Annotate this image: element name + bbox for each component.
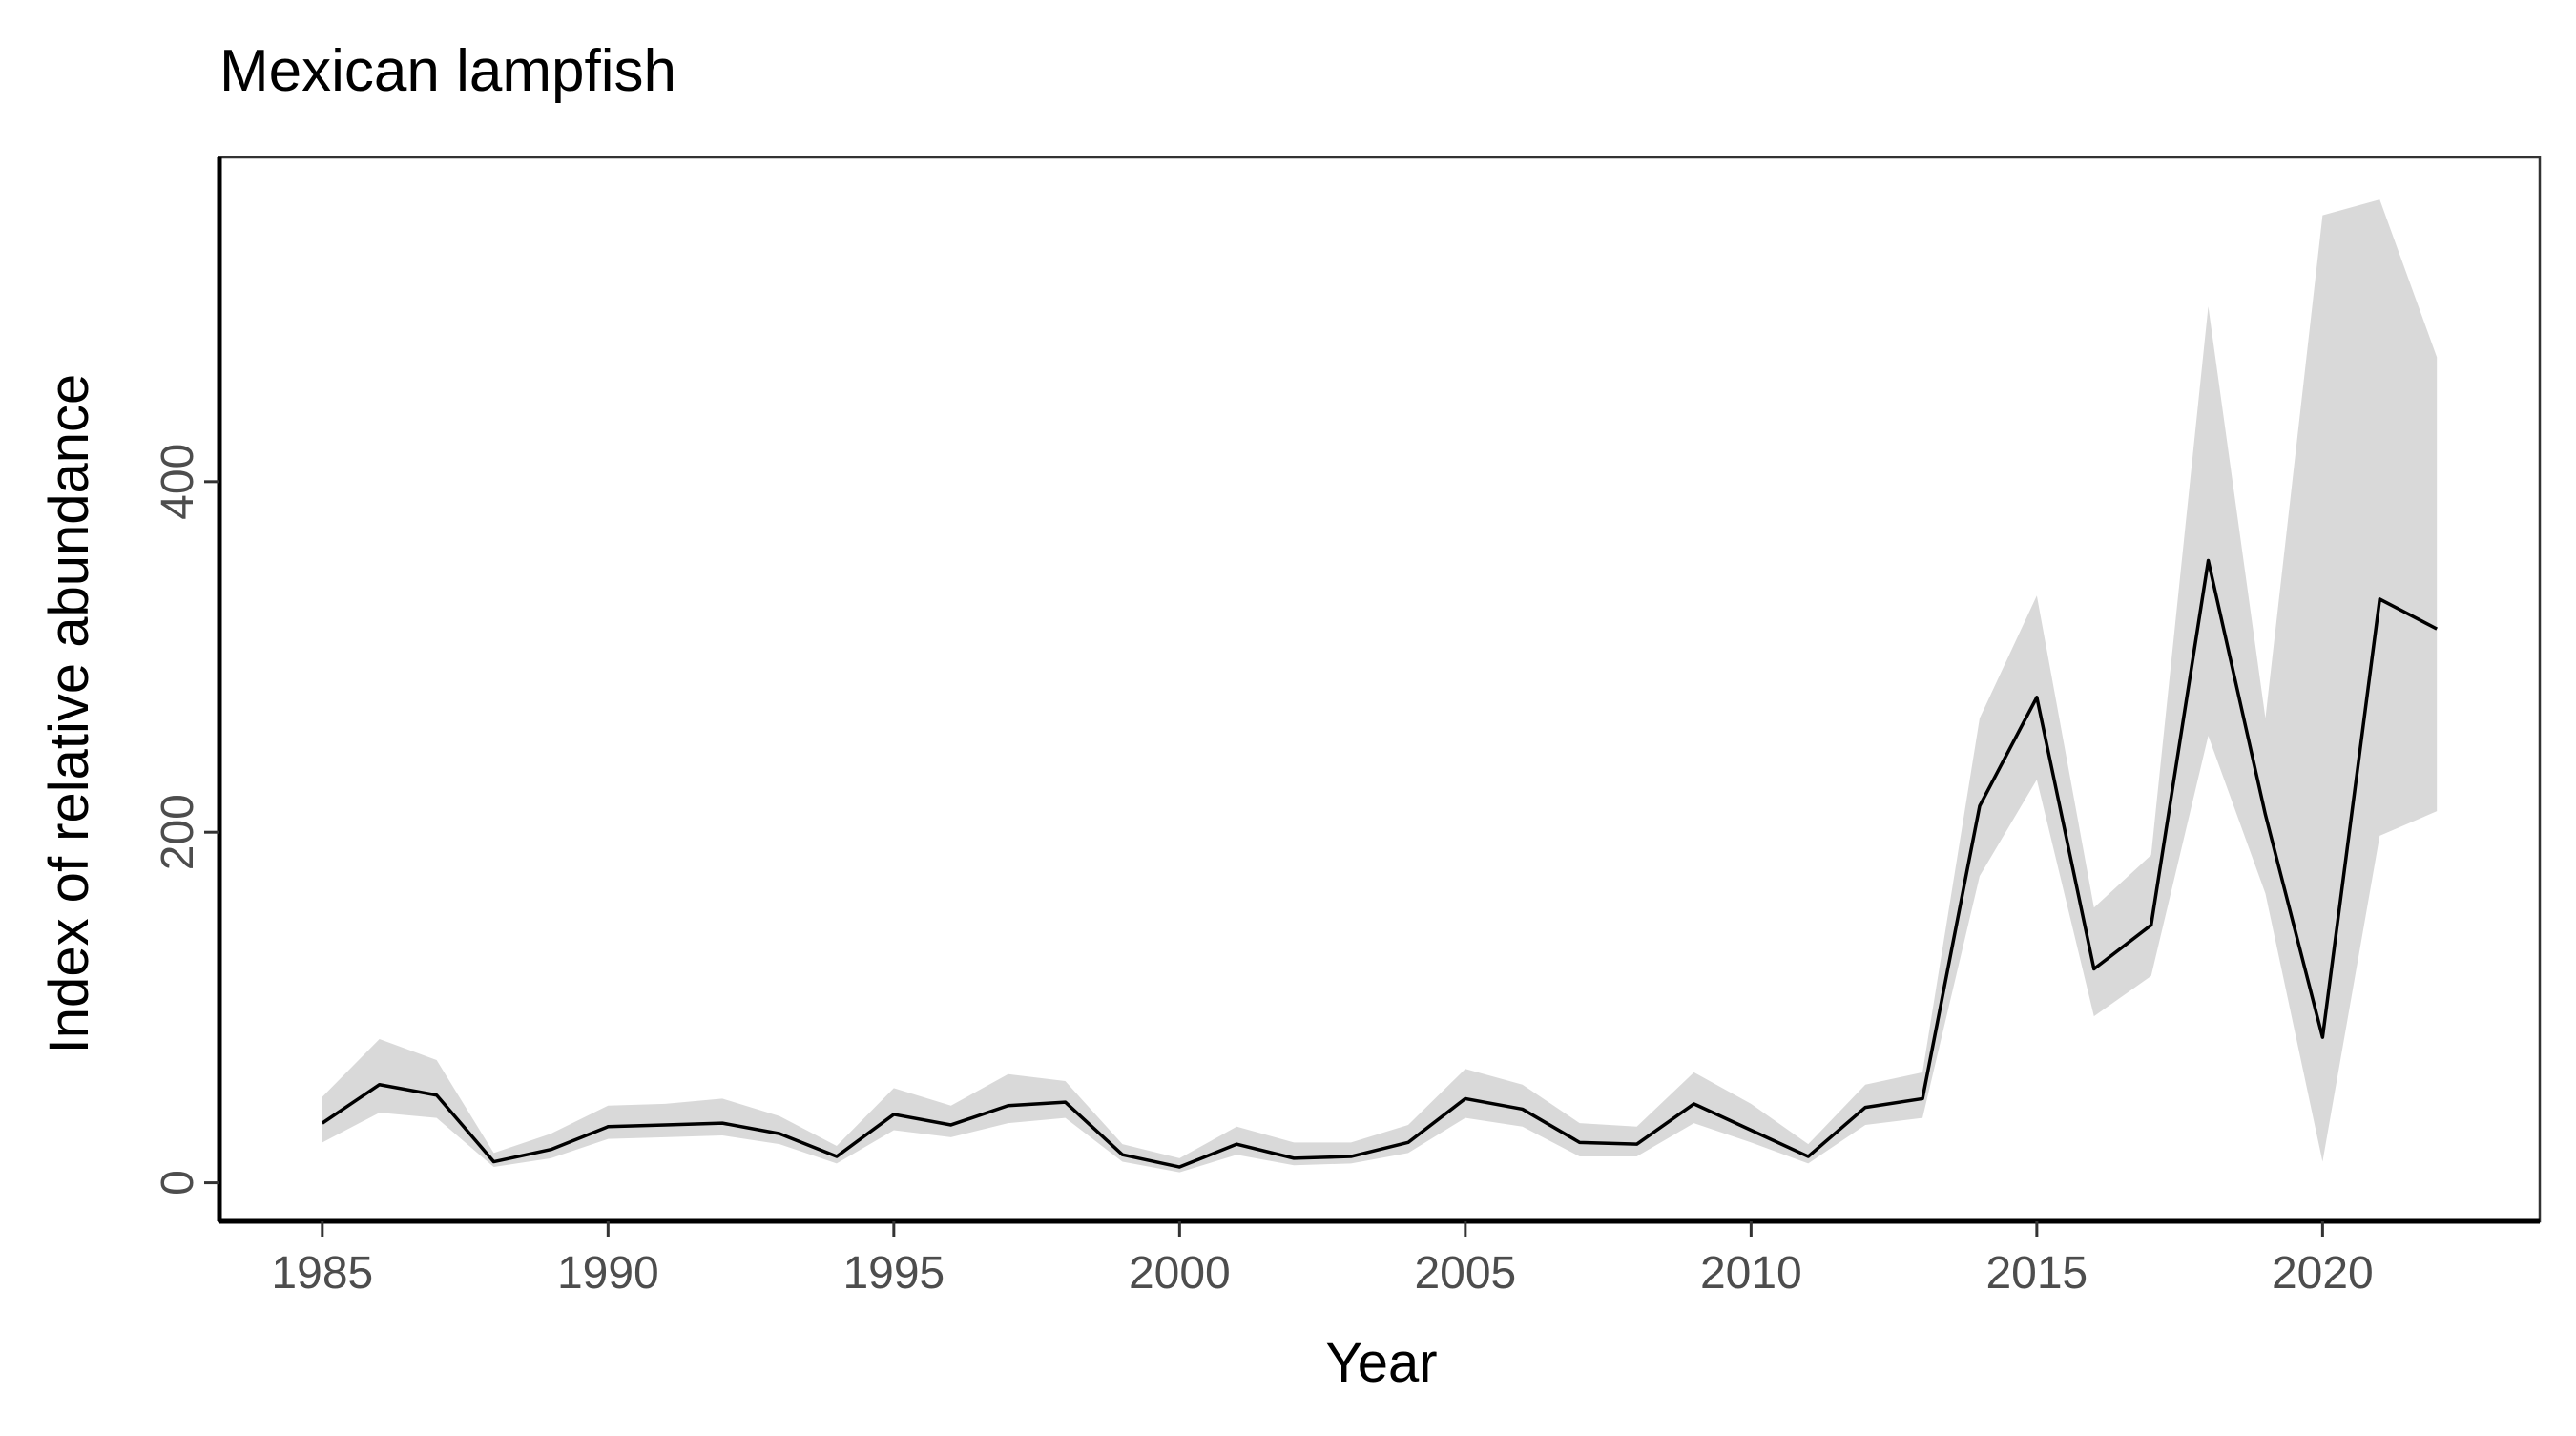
y-axis-title: Index of relative abundance: [38, 374, 100, 1054]
x-tick-label: 2000: [1129, 1248, 1231, 1299]
y-tick-label: 0: [153, 1170, 203, 1196]
y-tick-label: 400: [153, 444, 203, 520]
x-tick-label: 2020: [2272, 1248, 2374, 1299]
x-tick-label: 2005: [1414, 1248, 1516, 1299]
x-tick-label: 1990: [557, 1248, 659, 1299]
y-tick-label: 200: [153, 794, 203, 870]
x-tick-label: 1995: [842, 1248, 945, 1299]
chart-title: Mexican lampfish: [219, 38, 676, 104]
x-axis-title: Year: [1325, 1332, 1437, 1394]
x-tick-label: 2010: [1700, 1248, 1802, 1299]
confidence-ribbon: [322, 199, 2438, 1173]
x-tick-label: 1985: [271, 1248, 373, 1299]
x-tick-label: 2015: [1985, 1248, 2088, 1299]
series-line: [321, 558, 2438, 1169]
plot-panel: [219, 157, 2540, 1221]
